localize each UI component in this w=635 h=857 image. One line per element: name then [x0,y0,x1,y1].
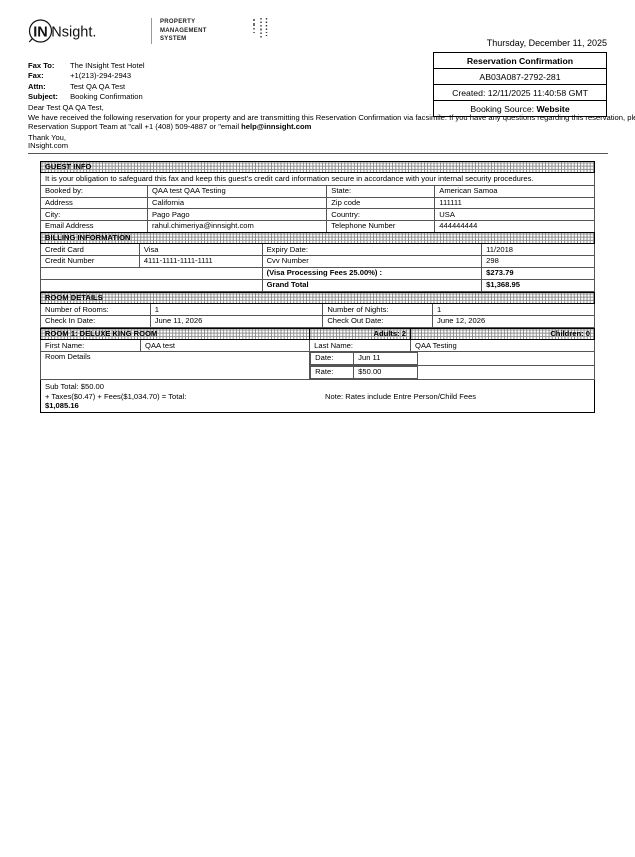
svg-text:IN: IN [33,25,48,41]
svg-text:Nsight.: Nsight. [51,25,96,41]
